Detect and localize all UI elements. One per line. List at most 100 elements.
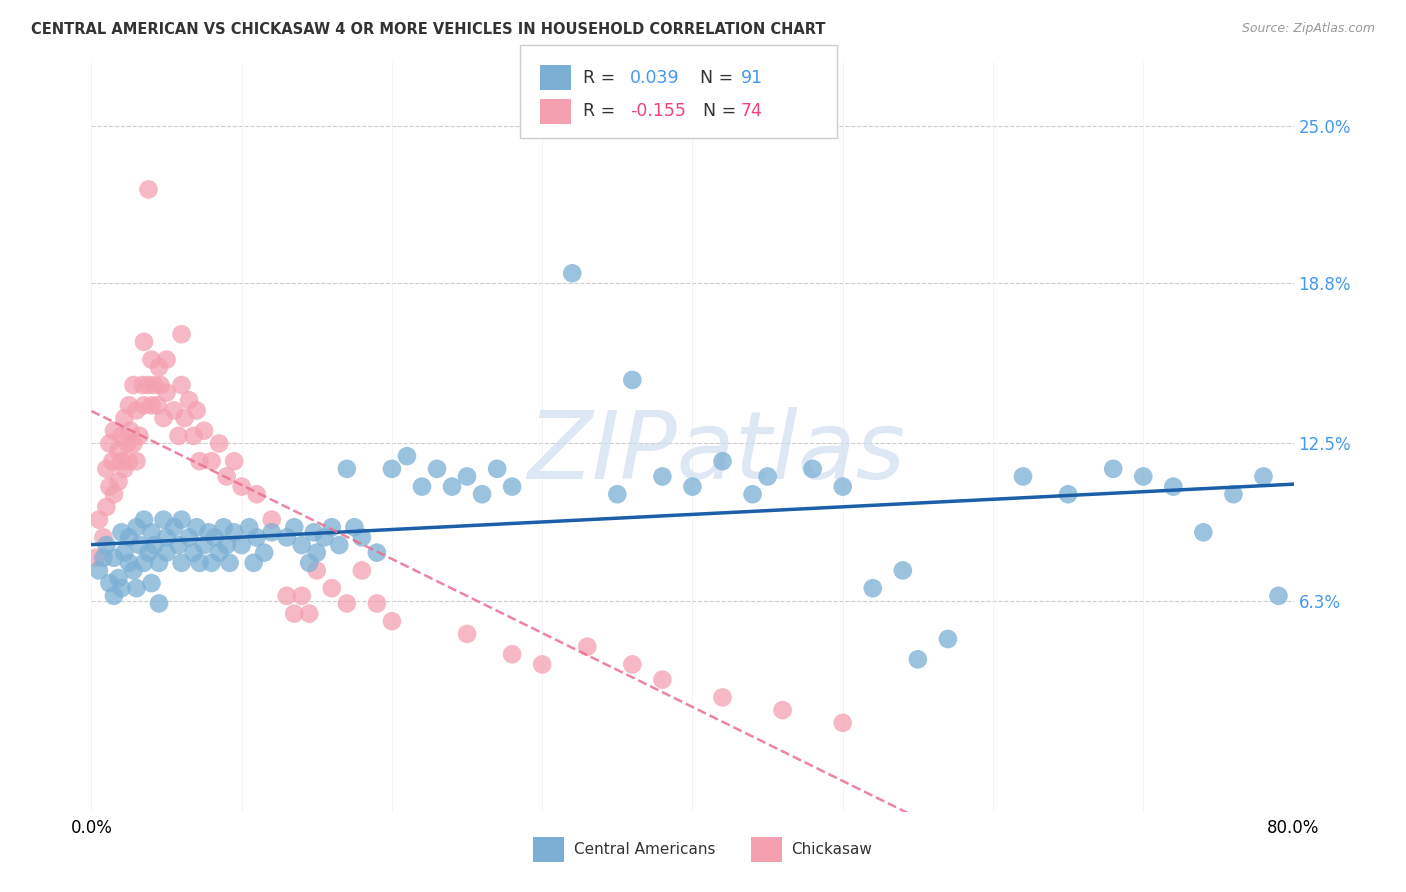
Point [188, 454, 211, 468]
Point [1102, 462, 1125, 476]
Point [291, 589, 314, 603]
Text: N =: N = [689, 69, 738, 87]
Point [141, 398, 163, 412]
Point [122, 378, 145, 392]
Text: ZIPatlas: ZIPatlas [527, 407, 905, 498]
Point [831, 480, 853, 494]
Point [350, 563, 373, 577]
Point [173, 411, 195, 425]
Point [218, 556, 240, 570]
Point [328, 538, 350, 552]
Point [183, 429, 205, 443]
Point [302, 525, 325, 540]
Point [253, 546, 276, 560]
Point [114, 546, 136, 560]
Point [122, 436, 145, 450]
Text: N =: N = [703, 103, 742, 120]
Point [118, 530, 141, 544]
Point [561, 266, 583, 280]
Point [118, 556, 141, 570]
Point [107, 475, 129, 489]
Point [122, 563, 145, 577]
Point [148, 597, 170, 611]
Point [84, 550, 107, 565]
Point [681, 480, 703, 494]
Point [93, 550, 115, 565]
Point [132, 398, 155, 412]
Point [114, 411, 136, 425]
Point [1057, 487, 1080, 501]
Point [103, 487, 125, 501]
Point [1222, 487, 1244, 501]
Point [426, 462, 449, 476]
Text: 74: 74 [741, 103, 763, 120]
Point [756, 469, 779, 483]
Point [131, 378, 153, 392]
Text: -0.155: -0.155 [630, 103, 686, 120]
Point [167, 429, 190, 443]
Point [177, 530, 200, 544]
Point [170, 327, 193, 342]
Point [120, 424, 142, 438]
Point [456, 469, 478, 483]
Point [201, 454, 224, 468]
Point [486, 462, 509, 476]
Point [305, 563, 328, 577]
Point [98, 480, 121, 494]
Point [193, 538, 215, 552]
Point [188, 556, 211, 570]
Point [201, 556, 224, 570]
Point [125, 403, 148, 417]
Point [118, 398, 141, 412]
Point [862, 581, 884, 595]
Point [1132, 469, 1154, 483]
Point [606, 487, 628, 501]
Point [141, 576, 163, 591]
Point [711, 454, 734, 468]
Point [125, 520, 148, 534]
Point [260, 525, 283, 540]
Point [772, 703, 794, 717]
Point [143, 538, 166, 552]
Point [305, 546, 328, 560]
Point [110, 454, 132, 468]
Point [907, 652, 929, 666]
Point [107, 571, 129, 585]
Point [146, 398, 169, 412]
Point [651, 469, 673, 483]
Point [283, 607, 305, 621]
Point [155, 385, 177, 400]
Text: CENTRAL AMERICAN VS CHICKASAW 4 OR MORE VEHICLES IN HOUSEHOLD CORRELATION CHART: CENTRAL AMERICAN VS CHICKASAW 4 OR MORE … [31, 22, 825, 37]
Point [96, 462, 118, 476]
Point [238, 520, 260, 534]
Point [170, 556, 193, 570]
Text: Source: ZipAtlas.com: Source: ZipAtlas.com [1241, 22, 1375, 36]
Point [395, 449, 418, 463]
Text: Chickasaw: Chickasaw [792, 842, 873, 856]
Point [576, 640, 599, 654]
Point [321, 581, 343, 595]
Point [132, 556, 155, 570]
Point [350, 530, 373, 544]
Point [170, 378, 193, 392]
Point [143, 378, 166, 392]
Point [152, 411, 174, 425]
Point [96, 538, 118, 552]
Point [1192, 525, 1215, 540]
Point [741, 487, 763, 501]
Text: Central Americans: Central Americans [574, 842, 716, 856]
Point [208, 436, 231, 450]
Point [283, 520, 305, 534]
Point [336, 462, 359, 476]
Text: R =: R = [583, 69, 621, 87]
Point [110, 525, 132, 540]
Text: 91: 91 [741, 69, 763, 87]
Point [321, 520, 343, 534]
Point [621, 373, 644, 387]
Point [138, 546, 160, 560]
Point [711, 690, 734, 705]
Point [163, 520, 186, 534]
Point [208, 546, 231, 560]
Point [1267, 589, 1289, 603]
Point [148, 360, 170, 375]
